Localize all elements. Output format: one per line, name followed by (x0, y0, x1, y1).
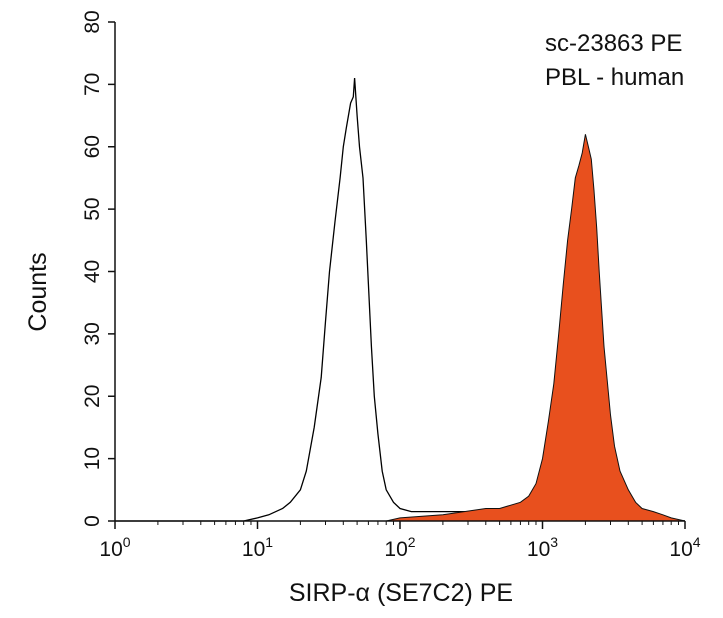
y-tick-label: 0 (81, 515, 104, 527)
x-tick-label: 103 (527, 534, 558, 561)
x-tick-label: 102 (384, 534, 415, 561)
x-tick-label: 104 (669, 534, 700, 561)
x-tick-label: 100 (99, 534, 130, 561)
y-tick-label: 80 (81, 10, 104, 33)
y-tick-label: 40 (81, 260, 104, 283)
annotation-sample: PBL - human (545, 64, 684, 91)
x-axis-title: SIRP-α (SE7C2) PE (289, 579, 513, 607)
y-tick-label: 30 (81, 322, 104, 345)
x-tick-label: 101 (242, 534, 273, 561)
histogram-series-group (115, 78, 686, 522)
histogram-filled-series-outline (115, 134, 686, 522)
y-tick-label: 70 (81, 73, 104, 96)
y-tick-label: 10 (81, 447, 104, 470)
y-tick-label: 50 (81, 197, 104, 220)
y-axis-title: Counts (24, 252, 52, 331)
x-axis-ticks: 100 101 102 103 104 (99, 521, 701, 561)
y-tick-label: 60 (81, 135, 104, 158)
y-axis-ticks: 0 10 20 30 40 50 60 70 80 (81, 10, 115, 527)
annotation-antibody: sc-23863 PE (545, 30, 682, 57)
histogram-outline-series (115, 78, 686, 522)
histogram-filled-series (115, 134, 685, 522)
y-tick-label: 20 (81, 385, 104, 408)
